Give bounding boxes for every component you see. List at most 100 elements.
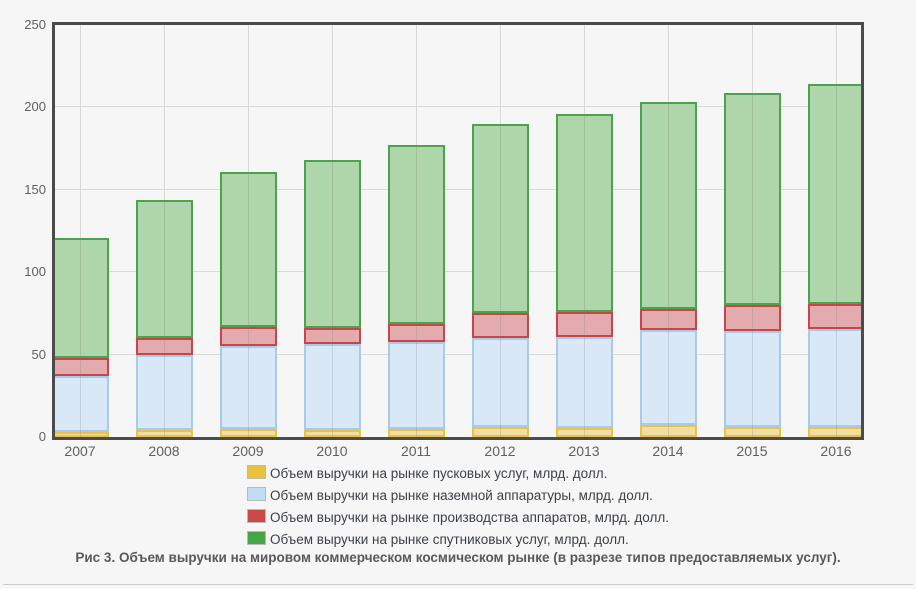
bar-centerline bbox=[668, 102, 669, 437]
bar-segment-satellite-services-2010[interactable] bbox=[303, 160, 361, 329]
bar-2011[interactable] bbox=[387, 145, 445, 437]
y-tick-100: 100 bbox=[24, 264, 46, 280]
bar-segment-ground-equipment-2015[interactable] bbox=[723, 330, 781, 428]
bar-segment-satellite-services-2007[interactable] bbox=[55, 237, 109, 358]
bar-segment-spacecraft-manufacturing-2014[interactable] bbox=[639, 309, 697, 330]
bar-segment-launch-services-2010[interactable] bbox=[303, 429, 361, 437]
x-tick-2014: 2014 bbox=[652, 443, 684, 459]
bar-segment-launch-services-2015[interactable] bbox=[723, 427, 781, 437]
bar-segment-satellite-services-2011[interactable] bbox=[387, 145, 445, 325]
bar-segment-ground-equipment-2013[interactable] bbox=[555, 337, 613, 428]
gridline-y-100 bbox=[55, 271, 861, 273]
x-tick-2008: 2008 bbox=[148, 443, 180, 459]
bar-segment-launch-services-2016[interactable] bbox=[807, 427, 861, 437]
bar-segment-ground-equipment-2007[interactable] bbox=[55, 376, 109, 433]
bottom-divider bbox=[3, 584, 913, 585]
bar-segment-ground-equipment-2012[interactable] bbox=[471, 338, 529, 428]
bar-segment-spacecraft-manufacturing-2016[interactable] bbox=[807, 303, 861, 330]
bar-2014[interactable] bbox=[639, 102, 697, 437]
legend-label-spacecraft-manufacturing: Объем выручки на рынке производства аппа… bbox=[270, 510, 669, 525]
bar-segment-satellite-services-2014[interactable] bbox=[639, 102, 697, 310]
bar-segment-ground-equipment-2014[interactable] bbox=[639, 329, 697, 426]
bar-centerline bbox=[416, 145, 417, 437]
bar-centerline bbox=[584, 114, 585, 437]
bar-2013[interactable] bbox=[555, 114, 613, 437]
legend-swatch-spacecraft-manufacturing-icon bbox=[247, 509, 267, 523]
gridline-y-50 bbox=[55, 353, 861, 355]
legend-item-ground-equipment[interactable]: Объем выручки на рынке наземной аппарату… bbox=[247, 485, 669, 507]
bar-centerline bbox=[164, 199, 165, 437]
legend-items: Объем выручки на рынке пусковых услуг, м… bbox=[247, 463, 669, 551]
x-tick-2013: 2013 bbox=[568, 443, 600, 459]
y-tick-50: 50 bbox=[31, 346, 46, 362]
bar-segment-satellite-services-2013[interactable] bbox=[555, 114, 613, 312]
x-tick-2010: 2010 bbox=[316, 443, 348, 459]
bar-segment-launch-services-2008[interactable] bbox=[135, 430, 193, 437]
y-tick-250: 250 bbox=[24, 17, 46, 32]
bar-centerline bbox=[500, 123, 501, 437]
bar-segment-spacecraft-manufacturing-2010[interactable] bbox=[303, 328, 361, 344]
bar-segment-launch-services-2013[interactable] bbox=[555, 427, 613, 437]
x-tick-2007: 2007 bbox=[64, 443, 96, 459]
plot-inner bbox=[55, 25, 861, 437]
bar-segment-spacecraft-manufacturing-2015[interactable] bbox=[723, 305, 781, 331]
bar-2015[interactable] bbox=[723, 92, 781, 437]
bar-segment-spacecraft-manufacturing-2013[interactable] bbox=[555, 311, 613, 338]
bar-segment-ground-equipment-2011[interactable] bbox=[387, 342, 445, 429]
bar-centerline bbox=[752, 92, 753, 437]
bar-segment-launch-services-2009[interactable] bbox=[219, 428, 277, 437]
legend-label-launch-services: Объем выручки на рынке пусковых услуг, м… bbox=[270, 466, 608, 481]
bar-segment-launch-services-2011[interactable] bbox=[387, 428, 445, 437]
bar-segment-ground-equipment-2016[interactable] bbox=[807, 329, 861, 428]
bar-2010[interactable] bbox=[303, 160, 361, 437]
gridline-y-200 bbox=[55, 106, 861, 108]
bar-2009[interactable] bbox=[219, 171, 277, 437]
legend-label-satellite-services: Объем выручки на рынке спутниковых услуг… bbox=[270, 532, 629, 547]
bar-segment-launch-services-2007[interactable] bbox=[55, 432, 109, 437]
x-tick-2015: 2015 bbox=[736, 443, 768, 459]
bar-segment-ground-equipment-2009[interactable] bbox=[219, 346, 277, 429]
legend-item-launch-services[interactable]: Объем выручки на рынке пусковых услуг, м… bbox=[247, 463, 669, 485]
y-tick-0: 0 bbox=[38, 429, 46, 444]
chart-legend: Объем выручки на рынке пусковых услуг, м… bbox=[0, 463, 916, 551]
bar-2007[interactable] bbox=[55, 237, 109, 437]
plot-area bbox=[52, 22, 864, 440]
legend-swatch-launch-services-icon bbox=[247, 465, 267, 479]
bar-segment-spacecraft-manufacturing-2012[interactable] bbox=[471, 313, 529, 339]
bar-segment-ground-equipment-2008[interactable] bbox=[135, 354, 193, 431]
bar-2016[interactable] bbox=[807, 84, 861, 437]
bar-2008[interactable] bbox=[135, 199, 193, 437]
bar-centerline bbox=[836, 84, 837, 437]
bar-centerline bbox=[248, 171, 249, 437]
legend-item-spacecraft-manufacturing[interactable]: Объем выручки на рынке производства аппа… bbox=[247, 507, 669, 529]
chart-caption: Рис 3. Объем выручки на мировом коммерче… bbox=[75, 550, 841, 565]
legend-swatch-satellite-services-icon bbox=[247, 531, 267, 545]
y-tick-150: 150 bbox=[24, 181, 46, 197]
x-tick-2012: 2012 bbox=[484, 443, 516, 459]
bar-segment-satellite-services-2009[interactable] bbox=[219, 171, 277, 327]
bar-segment-ground-equipment-2010[interactable] bbox=[303, 343, 361, 430]
x-tick-2009: 2009 bbox=[232, 443, 264, 459]
bar-centerline bbox=[80, 237, 81, 437]
bar-segment-spacecraft-manufacturing-2008[interactable] bbox=[135, 338, 193, 355]
legend-label-ground-equipment: Объем выручки на рынке наземной аппарату… bbox=[270, 488, 653, 503]
bar-segment-launch-services-2012[interactable] bbox=[471, 427, 529, 437]
legend-swatch-ground-equipment-icon bbox=[247, 487, 267, 501]
gridline-y-150 bbox=[55, 188, 861, 190]
bar-segment-satellite-services-2012[interactable] bbox=[471, 123, 529, 314]
bar-segment-satellite-services-2008[interactable] bbox=[135, 199, 193, 339]
bar-segment-satellite-services-2015[interactable] bbox=[723, 92, 781, 306]
bar-segment-spacecraft-manufacturing-2011[interactable] bbox=[387, 324, 445, 343]
x-tick-2016: 2016 bbox=[820, 443, 852, 459]
x-tick-2011: 2011 bbox=[400, 443, 432, 459]
legend-item-satellite-services[interactable]: Объем выручки на рынке спутниковых услуг… bbox=[247, 529, 669, 551]
bar-segment-spacecraft-manufacturing-2007[interactable] bbox=[55, 357, 109, 377]
y-tick-200: 200 bbox=[24, 99, 46, 115]
bar-segment-satellite-services-2016[interactable] bbox=[807, 84, 861, 304]
bar-2012[interactable] bbox=[471, 123, 529, 437]
bar-segment-spacecraft-manufacturing-2009[interactable] bbox=[219, 326, 277, 347]
bar-segment-launch-services-2014[interactable] bbox=[639, 425, 697, 437]
gridline-x-2007 bbox=[80, 25, 81, 437]
bar-centerline bbox=[332, 160, 333, 437]
